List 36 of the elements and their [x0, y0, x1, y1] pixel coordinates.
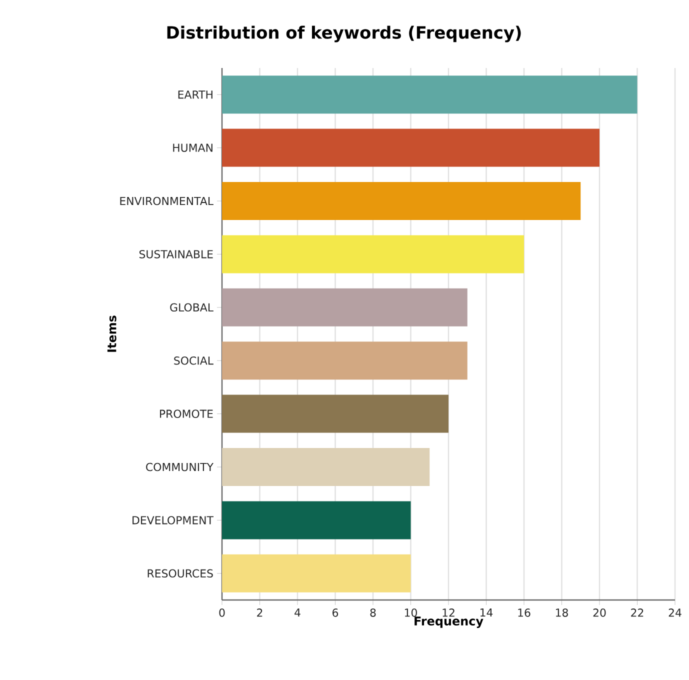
x-tick-label: 22 — [631, 608, 644, 617]
bar — [222, 448, 430, 486]
x-tick-label: 20 — [593, 608, 606, 617]
y-tick-label: COMMUNITY — [146, 462, 214, 472]
x-tick-label: 14 — [480, 608, 493, 617]
bar — [222, 128, 600, 167]
y-tick-label: HUMAN — [173, 144, 212, 152]
y-tick-label: RESOURCES — [148, 569, 213, 578]
y-tick-label: SUSTAINABLE — [139, 250, 213, 258]
y-tick-label: SOCIAL — [174, 356, 214, 365]
bar — [222, 182, 581, 220]
bar — [222, 76, 638, 114]
x-axis-title: Frequency — [414, 616, 484, 628]
x-tick-label: 4 — [294, 608, 300, 617]
y-tick-label: ENVIRONMENTAL — [120, 196, 214, 206]
bar — [222, 288, 468, 326]
x-tick-label: 18 — [556, 608, 568, 617]
bar — [222, 342, 468, 380]
bar — [222, 501, 411, 540]
y-tick-label: DEVELOPMENT — [132, 516, 214, 524]
bar — [222, 554, 411, 592]
chart-title: Distribution of keywords (Frequency) — [167, 26, 521, 42]
x-tick-label: 2 — [257, 608, 262, 617]
y-axis-title: Items — [107, 316, 116, 352]
y-tick-label: EARTH — [178, 90, 212, 99]
x-tick-label: 10 — [404, 608, 417, 617]
bar — [222, 394, 449, 433]
x-tick-label: 24 — [668, 608, 682, 617]
bar — [222, 235, 524, 274]
x-tick-label: 6 — [332, 608, 338, 617]
y-tick-label: GLOBAL — [170, 303, 214, 312]
y-tick-label: PROMOTE — [160, 410, 213, 418]
x-tick-label: 16 — [518, 608, 530, 617]
x-tick-label: 0 — [219, 608, 225, 617]
x-tick-label: 8 — [370, 608, 376, 617]
x-tick-label: 12 — [442, 608, 454, 617]
